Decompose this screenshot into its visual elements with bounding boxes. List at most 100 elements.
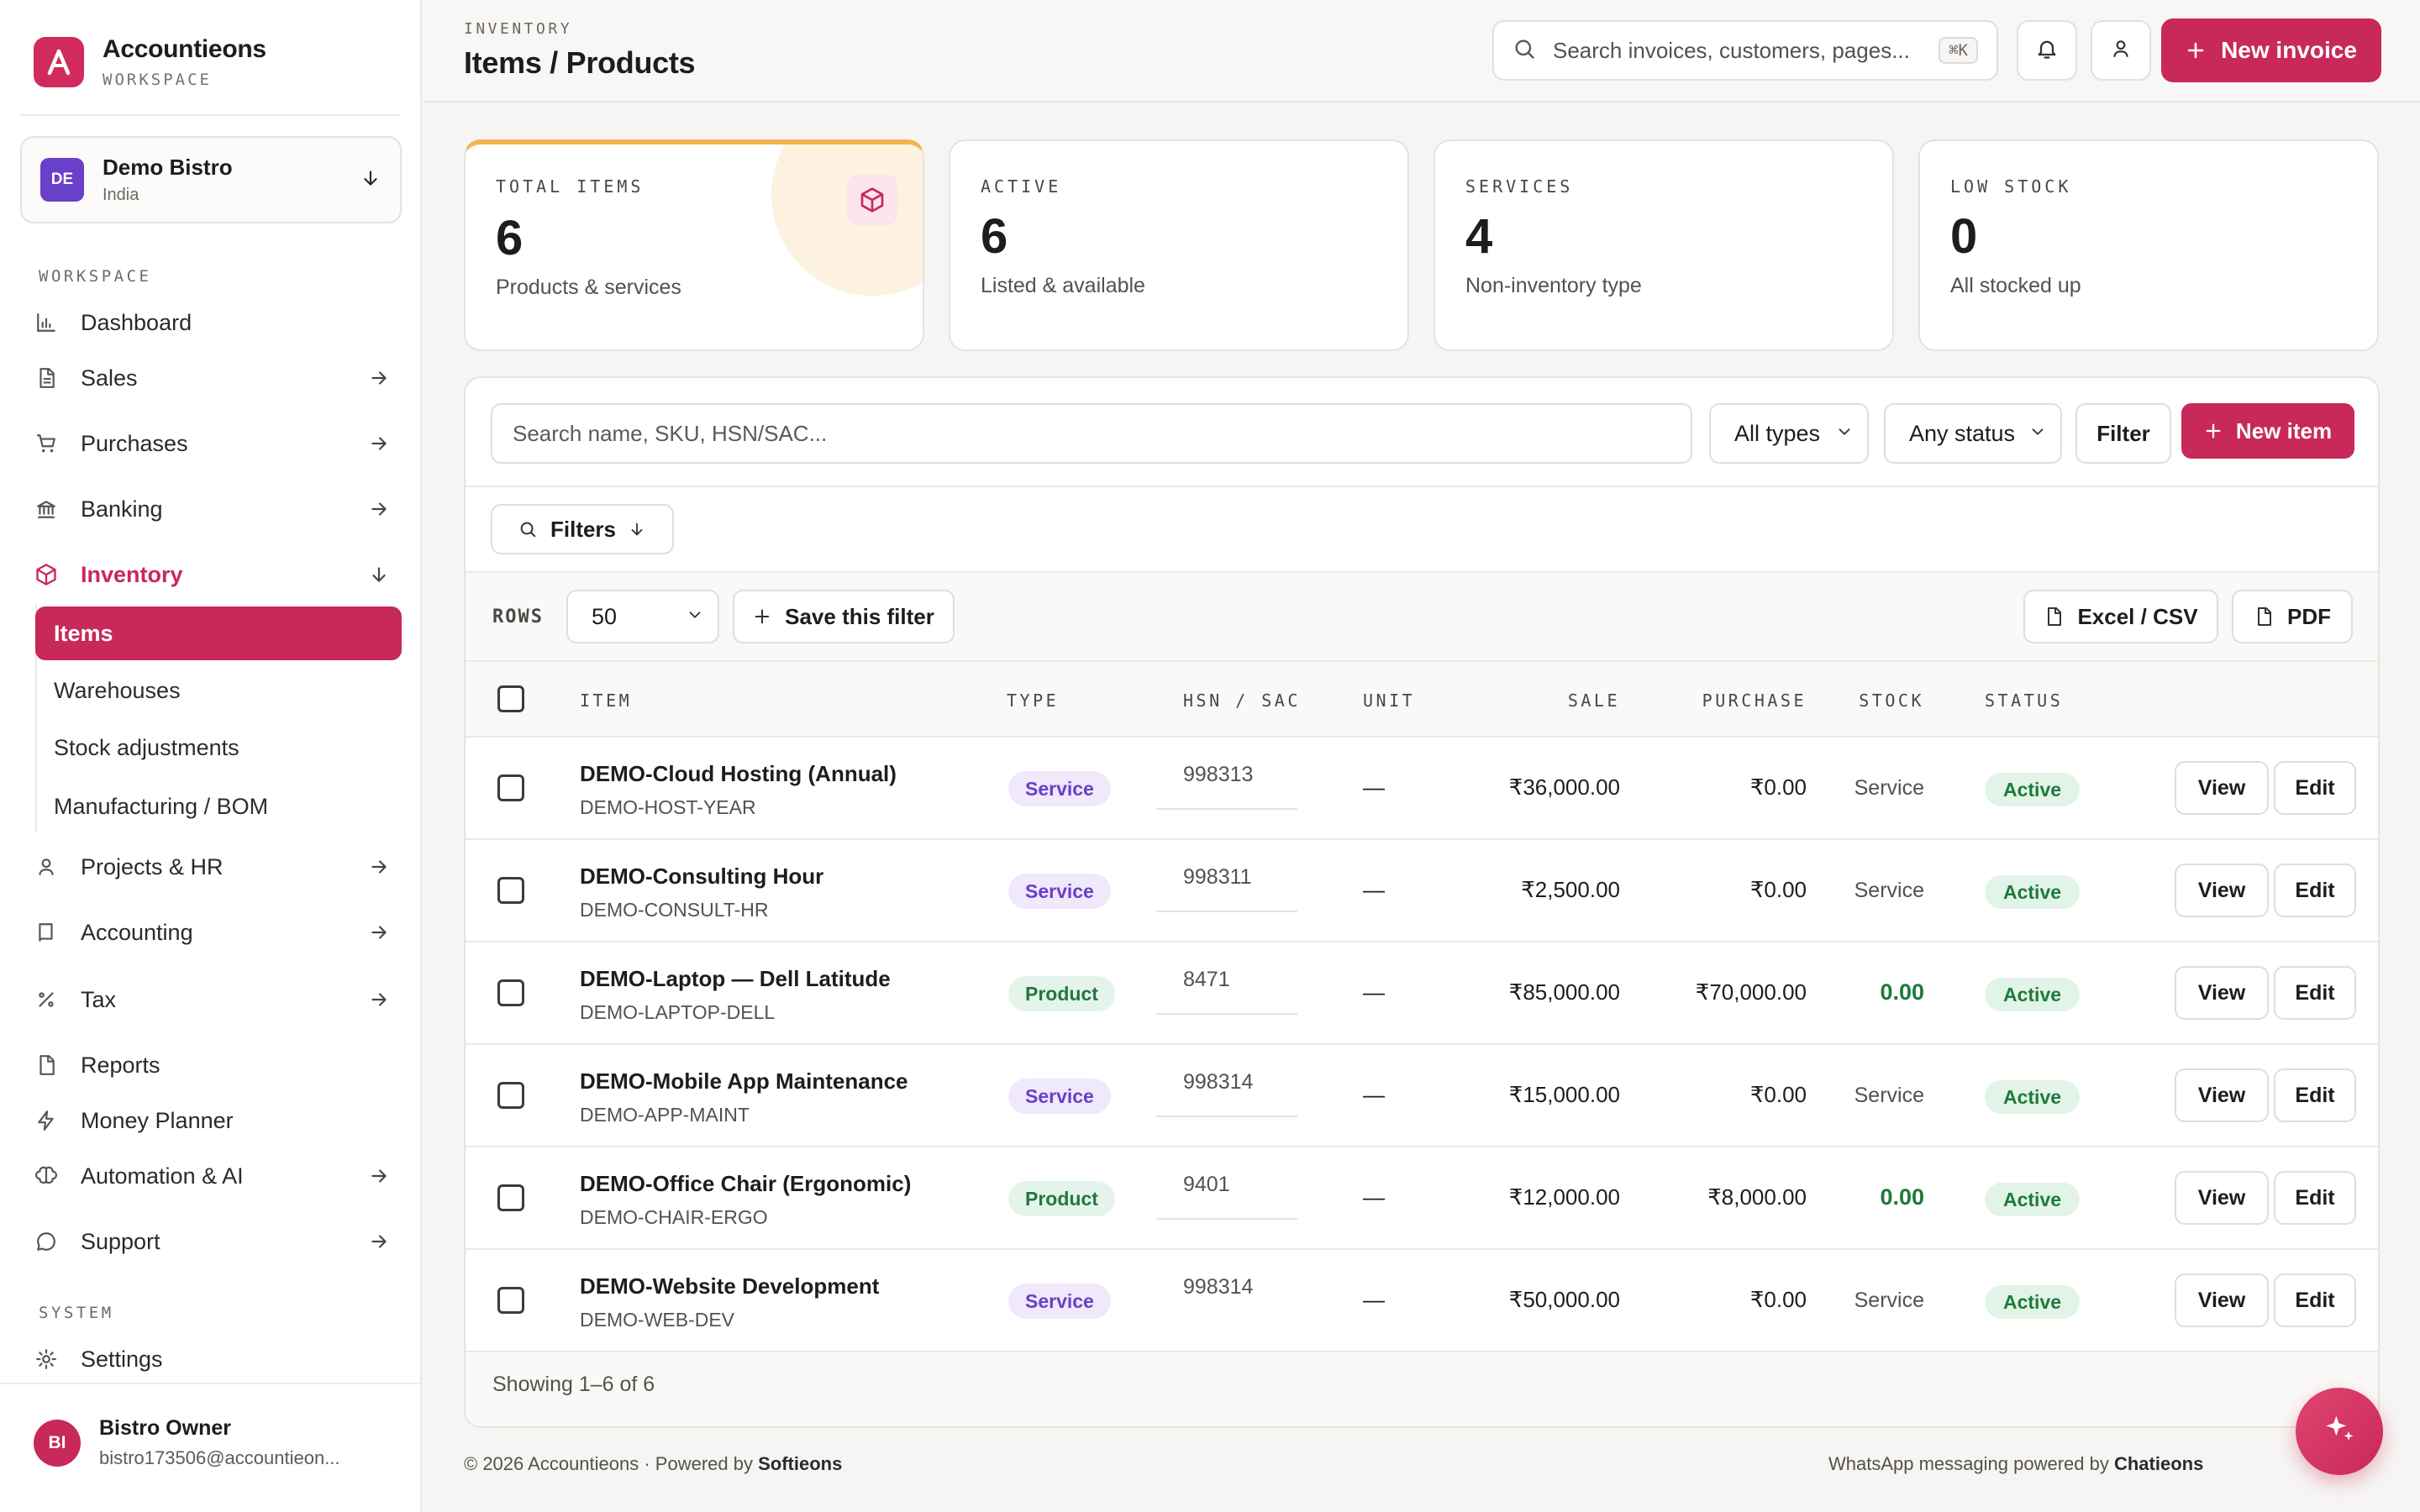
ai-assistant-button[interactable] bbox=[2296, 1388, 2383, 1475]
export-excel-label: Excel / CSV bbox=[2077, 603, 2198, 629]
view-button[interactable]: View bbox=[2175, 864, 2269, 917]
sidebar-item-inventory[interactable]: Inventory bbox=[34, 549, 402, 600]
sidebar-item-dashboard[interactable]: Dashboard bbox=[34, 297, 402, 348]
column-header-item[interactable]: ITEM bbox=[580, 690, 633, 711]
column-header-status[interactable]: STATUS bbox=[1985, 690, 2064, 711]
edit-button[interactable]: Edit bbox=[2274, 1171, 2356, 1225]
sidebar-item-tax[interactable]: Tax bbox=[34, 974, 402, 1025]
sidebar-item-money-planner[interactable]: Money Planner bbox=[34, 1095, 402, 1146]
sidebar-item-banking[interactable]: Banking bbox=[34, 484, 402, 534]
arrow-down-icon bbox=[628, 520, 646, 538]
row-checkbox[interactable] bbox=[497, 1082, 524, 1109]
sidebar-subitem-warehouses[interactable]: Warehouses bbox=[54, 677, 181, 703]
column-header-sale[interactable]: SALE bbox=[1567, 690, 1620, 711]
view-button[interactable]: View bbox=[2175, 761, 2269, 815]
table-row[interactable]: DEMO-Consulting Hour DEMO-CONSULT-HR Ser… bbox=[466, 840, 2378, 942]
user-profile[interactable]: BI Bistro Owner bistro173506@accountieon… bbox=[34, 1416, 340, 1469]
row-checkbox[interactable] bbox=[497, 1184, 524, 1211]
stat-description: All stocked up bbox=[1950, 274, 2081, 297]
table-row[interactable]: DEMO-Website Development DEMO-WEB-DEV Se… bbox=[466, 1250, 2378, 1352]
view-button[interactable]: View bbox=[2175, 1171, 2269, 1225]
organization-switcher[interactable]: DE Demo Bistro India bbox=[20, 136, 402, 223]
new-invoice-button[interactable]: New invoice bbox=[2161, 18, 2381, 82]
type-filter-select[interactable]: All types bbox=[1709, 403, 1869, 464]
item-name[interactable]: DEMO-Consulting Hour bbox=[580, 864, 824, 889]
sidebar-item-reports[interactable]: Reports bbox=[34, 1040, 402, 1090]
global-search-input[interactable]: Search invoices, customers, pages... ⌘K bbox=[1492, 20, 1998, 81]
item-name[interactable]: DEMO-Website Development bbox=[580, 1273, 880, 1299]
new-item-label: New item bbox=[2235, 417, 2333, 444]
save-filter-button[interactable]: Save this filter bbox=[733, 590, 955, 643]
filter-button[interactable]: Filter bbox=[2075, 403, 2171, 464]
export-pdf-button[interactable]: PDF bbox=[2232, 590, 2353, 643]
sidebar-subitem-manufacturing-bom[interactable]: Manufacturing / BOM bbox=[54, 793, 269, 819]
export-excel-button[interactable]: Excel / CSV bbox=[2023, 590, 2218, 643]
select-all-checkbox[interactable] bbox=[497, 685, 524, 712]
item-hsn: 998313 bbox=[1183, 763, 1254, 786]
row-checkbox[interactable] bbox=[497, 1287, 524, 1314]
item-name[interactable]: DEMO-Mobile App Maintenance bbox=[580, 1068, 908, 1094]
softieons-link[interactable]: Softieons bbox=[758, 1453, 843, 1474]
bar-chart-icon bbox=[34, 310, 59, 335]
sidebar-item-accounting[interactable]: Accounting bbox=[34, 907, 402, 958]
column-header-unit[interactable]: UNIT bbox=[1363, 690, 1416, 711]
column-header-hsn-sac[interactable]: HSN / SAC bbox=[1183, 690, 1301, 711]
stat-label: LOW STOCK bbox=[1950, 176, 2072, 197]
item-name[interactable]: DEMO-Laptop — Dell Latitude bbox=[580, 966, 891, 991]
edit-button[interactable]: Edit bbox=[2274, 864, 2356, 917]
edit-button[interactable]: Edit bbox=[2274, 1068, 2356, 1122]
rows-per-page-select[interactable]: 50 bbox=[566, 590, 719, 643]
row-checkbox[interactable] bbox=[497, 774, 524, 801]
brand[interactable]: Accountieons WORKSPACE bbox=[34, 35, 266, 89]
status-filter-select[interactable]: Any status bbox=[1884, 403, 2062, 464]
item-search-input[interactable]: Search name, SKU, HSN/SAC... bbox=[491, 403, 1692, 464]
view-button[interactable]: View bbox=[2175, 966, 2269, 1020]
stat-label: ACTIVE bbox=[981, 176, 1062, 197]
whatsapp-text: WhatsApp messaging powered by bbox=[1828, 1453, 2114, 1474]
sidebar-subitem-items[interactable]: Items bbox=[35, 606, 402, 660]
sidebar-item-support[interactable]: Support bbox=[34, 1216, 402, 1267]
sidebar-item-label: Projects & HR bbox=[81, 853, 224, 879]
type-badge: Service bbox=[1008, 1284, 1111, 1319]
view-button[interactable]: View bbox=[2175, 1068, 2269, 1122]
table-row[interactable]: DEMO-Laptop — Dell Latitude DEMO-LAPTOP-… bbox=[466, 942, 2378, 1045]
item-name[interactable]: DEMO-Cloud Hosting (Annual) bbox=[580, 761, 897, 786]
edit-button[interactable]: Edit bbox=[2274, 761, 2356, 815]
user-name: Bistro Owner bbox=[99, 1416, 231, 1440]
item-name[interactable]: DEMO-Office Chair (Ergonomic) bbox=[580, 1171, 912, 1196]
arrow-right-icon bbox=[366, 987, 392, 1012]
filters-label: Filters bbox=[550, 516, 617, 542]
view-button[interactable]: View bbox=[2175, 1273, 2269, 1327]
brand-name: Accountieons bbox=[103, 35, 266, 63]
row-checkbox[interactable] bbox=[497, 877, 524, 904]
item-hsn: 998311 bbox=[1183, 865, 1252, 889]
sidebar-subitem-stock-adjustments[interactable]: Stock adjustments bbox=[54, 734, 239, 760]
profile-button[interactable] bbox=[2091, 20, 2151, 81]
column-header-type[interactable]: TYPE bbox=[1007, 690, 1060, 711]
edit-button[interactable]: Edit bbox=[2274, 1273, 2356, 1327]
sidebar-item-automation-ai[interactable]: Automation & AI bbox=[34, 1151, 402, 1201]
filters-toggle-button[interactable]: Filters bbox=[491, 504, 674, 554]
new-item-button[interactable]: New item bbox=[2181, 403, 2354, 459]
table-row[interactable]: DEMO-Cloud Hosting (Annual) DEMO-HOST-YE… bbox=[466, 738, 2378, 840]
sidebar-item-projects-hr[interactable]: Projects & HR bbox=[34, 842, 402, 892]
arrow-right-icon bbox=[366, 496, 392, 522]
status-badge: Active bbox=[1985, 978, 2081, 1011]
notifications-button[interactable] bbox=[2017, 20, 2077, 81]
table-row[interactable]: DEMO-Office Chair (Ergonomic) DEMO-CHAIR… bbox=[466, 1147, 2378, 1250]
row-checkbox[interactable] bbox=[497, 979, 524, 1006]
chatieons-link[interactable]: Chatieons bbox=[2113, 1453, 2204, 1474]
column-header-stock[interactable]: STOCK bbox=[1859, 690, 1924, 711]
column-header-purchase[interactable]: PURCHASE bbox=[1702, 690, 1807, 711]
item-unit: — bbox=[1363, 1082, 1385, 1107]
sidebar-item-sales[interactable]: Sales bbox=[34, 353, 402, 403]
sidebar-item-label: Inventory bbox=[81, 561, 183, 587]
file-icon bbox=[34, 1053, 59, 1078]
sidebar-item-purchases[interactable]: Purchases bbox=[34, 418, 402, 469]
arrow-right-icon bbox=[366, 431, 392, 456]
stat-value: 6 bbox=[981, 209, 1008, 264]
sidebar-item-settings[interactable]: Settings bbox=[34, 1334, 402, 1373]
table-row[interactable]: DEMO-Mobile App Maintenance DEMO-APP-MAI… bbox=[466, 1045, 2378, 1147]
top-header: INVENTORY Items / Products Search invoic… bbox=[424, 0, 2420, 102]
edit-button[interactable]: Edit bbox=[2274, 966, 2356, 1020]
